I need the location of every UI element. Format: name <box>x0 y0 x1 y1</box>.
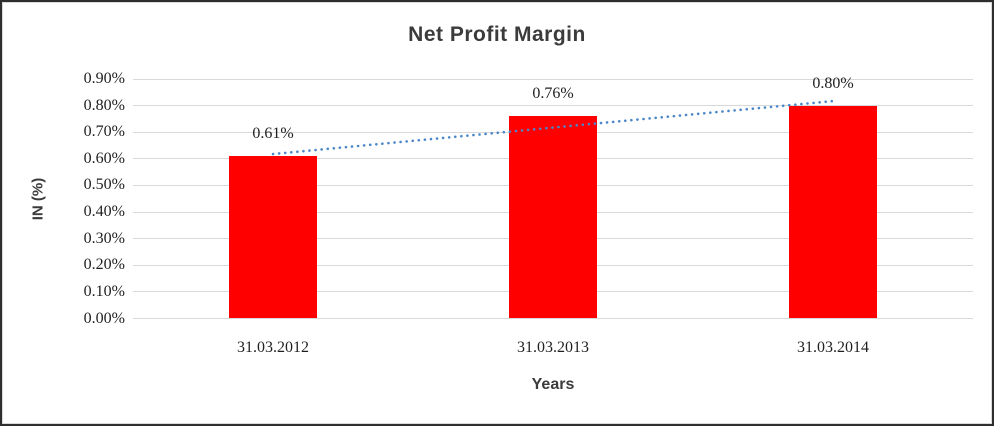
bar <box>509 116 597 319</box>
x-tick-label: 31.03.2013 <box>517 339 589 356</box>
x-axis-title: Years <box>531 376 575 393</box>
gridline <box>133 318 973 319</box>
y-tick-label: 0.50% <box>83 176 125 194</box>
bar <box>789 105 877 319</box>
chart-title: Net Profit Margin <box>408 23 586 46</box>
bar <box>229 156 317 319</box>
y-tick-label: 0.20% <box>83 256 125 274</box>
y-tick-label: 0.80% <box>83 96 125 114</box>
y-tick-label: 0.30% <box>83 229 125 247</box>
gridline <box>133 105 973 107</box>
y-tick-label: 0.90% <box>83 70 125 87</box>
y-tick-label: 0.60% <box>83 149 125 167</box>
bar-data-label: 0.80% <box>812 74 854 92</box>
y-tick-label: 0.40% <box>83 203 125 221</box>
x-tick-label: 31.03.2012 <box>237 339 309 356</box>
y-tick-label: 0.70% <box>83 123 125 141</box>
y-tick-label: 0.00% <box>83 309 125 327</box>
y-tick-label: 0.10% <box>83 282 125 300</box>
x-tick-label: 31.03.2014 <box>797 339 869 356</box>
bar-data-label: 0.61% <box>252 125 294 143</box>
bar-data-label: 0.76% <box>532 85 574 103</box>
gridline <box>133 78 973 80</box>
